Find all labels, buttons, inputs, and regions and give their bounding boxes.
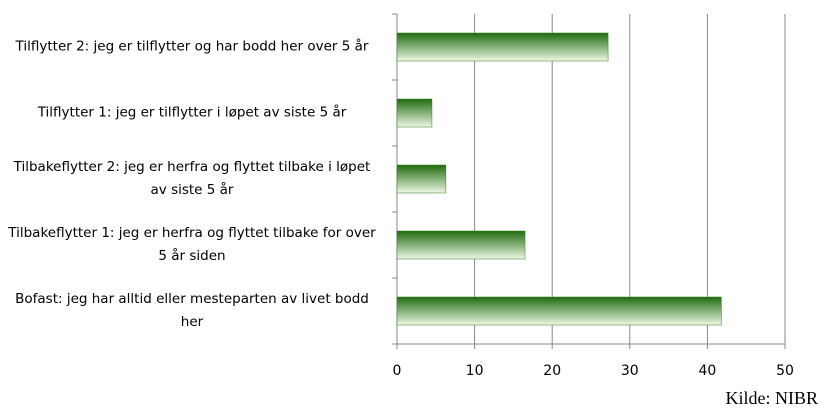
category-label: Tilbakeflytter 1: jeg er herfra og flytt…: [8, 225, 376, 264]
bar: [396, 32, 609, 62]
x-tick-label: 40: [698, 363, 716, 379]
bar: [396, 296, 722, 326]
bar: [396, 98, 433, 128]
x-tick-label: 50: [776, 363, 794, 379]
x-tick-label: 0: [393, 363, 402, 379]
category-label: Tilflytter 1: jeg er tilflytter i løpet …: [37, 104, 347, 121]
source-note: Kilde: NIBR: [725, 388, 819, 408]
bar: [396, 230, 526, 260]
category-label: Bofast: jeg har alltid eller mesteparten…: [15, 291, 369, 330]
x-tick-label: 10: [466, 363, 484, 379]
category-label: Tilbakeflytter 2: jeg er herfra og flytt…: [13, 159, 371, 198]
x-tick-label: 30: [621, 363, 639, 379]
bar: [396, 164, 447, 194]
x-tick-label: 20: [543, 363, 561, 379]
category-label: Tilflytter 2: jeg er tilflytter og har b…: [15, 38, 369, 55]
